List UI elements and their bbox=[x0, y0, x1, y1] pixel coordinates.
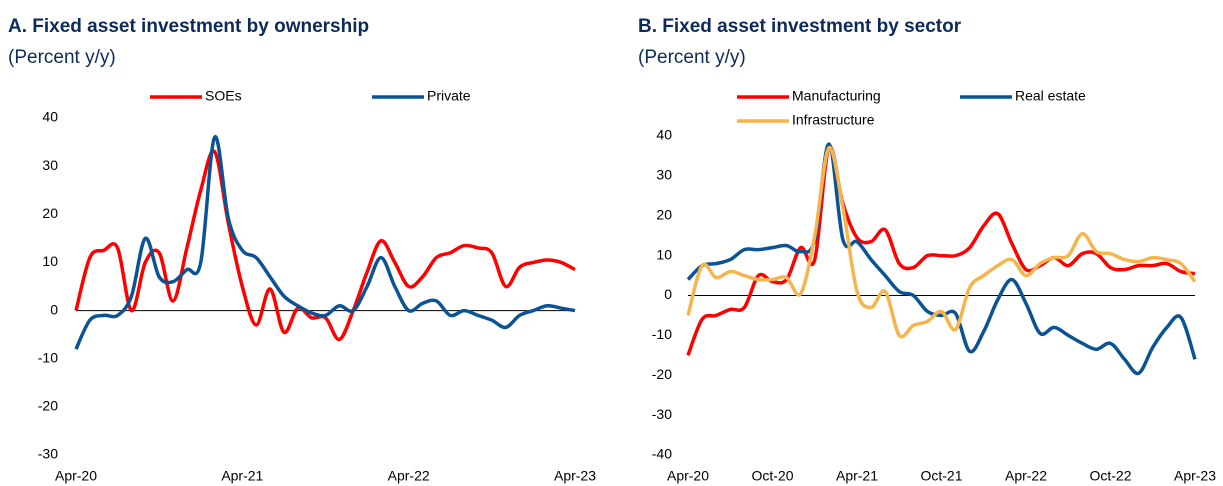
x-tick-label: Apr-22 bbox=[1005, 468, 1047, 484]
y-tick-label: 20 bbox=[42, 205, 58, 221]
legend-label: Real estate bbox=[1015, 88, 1086, 104]
x-tick-label: Apr-23 bbox=[1174, 468, 1216, 484]
x-tick-label: Apr-20 bbox=[55, 468, 97, 484]
legend-label: Manufacturing bbox=[792, 88, 881, 104]
y-tick-label: 0 bbox=[50, 301, 58, 317]
legend-label: Private bbox=[427, 88, 471, 104]
y-tick-label: 30 bbox=[656, 167, 672, 183]
y-tick-label: 10 bbox=[656, 246, 672, 262]
x-tick-label: Apr-22 bbox=[388, 468, 430, 484]
x-tick-label: Apr-23 bbox=[554, 468, 596, 484]
x-tick-label: Apr-20 bbox=[667, 468, 709, 484]
legend-label: Infrastructure bbox=[792, 112, 875, 128]
y-tick-label: 10 bbox=[42, 253, 58, 269]
y-tick-label: 20 bbox=[656, 206, 672, 222]
y-tick-label: -10 bbox=[38, 349, 58, 365]
series-line bbox=[686, 146, 1197, 339]
x-tick-label: Oct-20 bbox=[751, 468, 793, 484]
x-tick-label: Oct-22 bbox=[1089, 468, 1131, 484]
chart-subtitle: (Percent y/y) bbox=[638, 47, 746, 68]
series-line bbox=[686, 145, 1196, 356]
y-tick-label: 0 bbox=[664, 286, 672, 302]
y-tick-label: 30 bbox=[42, 157, 58, 173]
chart-title: B. Fixed asset investment by sector bbox=[638, 16, 962, 37]
legend-label: SOEs bbox=[205, 88, 242, 104]
y-tick-label: -20 bbox=[38, 398, 58, 414]
x-tick-label: Oct-21 bbox=[920, 468, 962, 484]
x-tick-label: Apr-21 bbox=[221, 468, 263, 484]
series-line bbox=[74, 135, 576, 350]
y-tick-label: -40 bbox=[652, 446, 672, 462]
series-line bbox=[686, 142, 1197, 376]
x-tick-label: Apr-21 bbox=[836, 468, 878, 484]
y-tick-label: 40 bbox=[42, 109, 58, 125]
y-tick-label: -30 bbox=[38, 446, 58, 462]
y-tick-label: -30 bbox=[652, 406, 672, 422]
y-tick-label: -20 bbox=[652, 366, 672, 382]
y-tick-label: -10 bbox=[652, 326, 672, 342]
chart-title: A. Fixed asset investment by ownership bbox=[8, 16, 369, 37]
y-tick-label: 40 bbox=[656, 127, 672, 143]
chart-subtitle: (Percent y/y) bbox=[8, 47, 116, 68]
